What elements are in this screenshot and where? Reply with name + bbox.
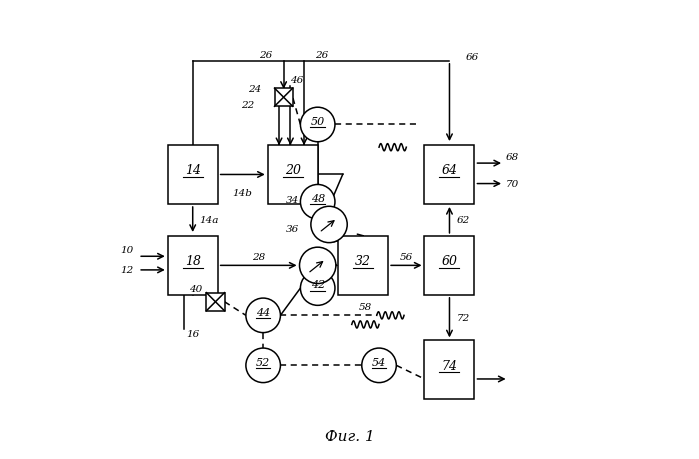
Bar — [268, 146, 317, 205]
Bar — [424, 341, 475, 399]
Text: 46: 46 — [290, 76, 303, 85]
Bar — [424, 236, 475, 295]
Text: 20: 20 — [284, 164, 301, 177]
Text: 18: 18 — [185, 255, 201, 268]
Text: 72: 72 — [456, 313, 470, 322]
Text: 22: 22 — [241, 101, 254, 109]
Circle shape — [301, 108, 335, 142]
Text: 14b: 14b — [233, 189, 252, 198]
Bar — [275, 89, 293, 107]
Text: 70: 70 — [505, 179, 519, 189]
Text: 74: 74 — [442, 359, 457, 372]
Text: 32: 32 — [355, 255, 371, 268]
Text: 52: 52 — [256, 357, 271, 367]
Text: 68: 68 — [505, 152, 519, 162]
Text: 34: 34 — [287, 196, 299, 205]
Text: 14a: 14a — [199, 216, 219, 225]
Circle shape — [246, 348, 280, 383]
Bar — [338, 236, 388, 295]
Text: 50: 50 — [310, 117, 325, 127]
Text: 66: 66 — [466, 53, 479, 62]
Circle shape — [362, 348, 396, 383]
Text: 12: 12 — [120, 266, 134, 275]
Text: 10: 10 — [120, 246, 134, 254]
Circle shape — [301, 185, 335, 219]
Text: 54: 54 — [372, 357, 386, 367]
Text: 48: 48 — [310, 194, 325, 204]
Text: 62: 62 — [456, 216, 470, 225]
Text: 58: 58 — [359, 302, 372, 311]
Text: 36: 36 — [287, 225, 299, 234]
Text: 26: 26 — [315, 50, 329, 59]
Text: 24: 24 — [247, 84, 261, 94]
Bar — [424, 146, 475, 205]
Text: 44: 44 — [256, 307, 271, 317]
Bar — [206, 293, 224, 311]
Text: Фиг. 1: Фиг. 1 — [324, 429, 375, 442]
Text: 26: 26 — [259, 50, 272, 59]
Text: 42: 42 — [310, 280, 325, 290]
Text: 14: 14 — [185, 164, 201, 177]
Bar — [168, 236, 217, 295]
Circle shape — [246, 298, 280, 333]
Circle shape — [299, 248, 336, 284]
Bar — [168, 146, 217, 205]
Text: 28: 28 — [252, 252, 265, 261]
Text: 56: 56 — [400, 252, 413, 261]
Circle shape — [301, 271, 335, 306]
Text: 64: 64 — [442, 164, 457, 177]
Text: 16: 16 — [186, 329, 199, 338]
Text: 60: 60 — [442, 255, 457, 268]
Text: 40: 40 — [189, 284, 202, 293]
Circle shape — [311, 207, 347, 243]
